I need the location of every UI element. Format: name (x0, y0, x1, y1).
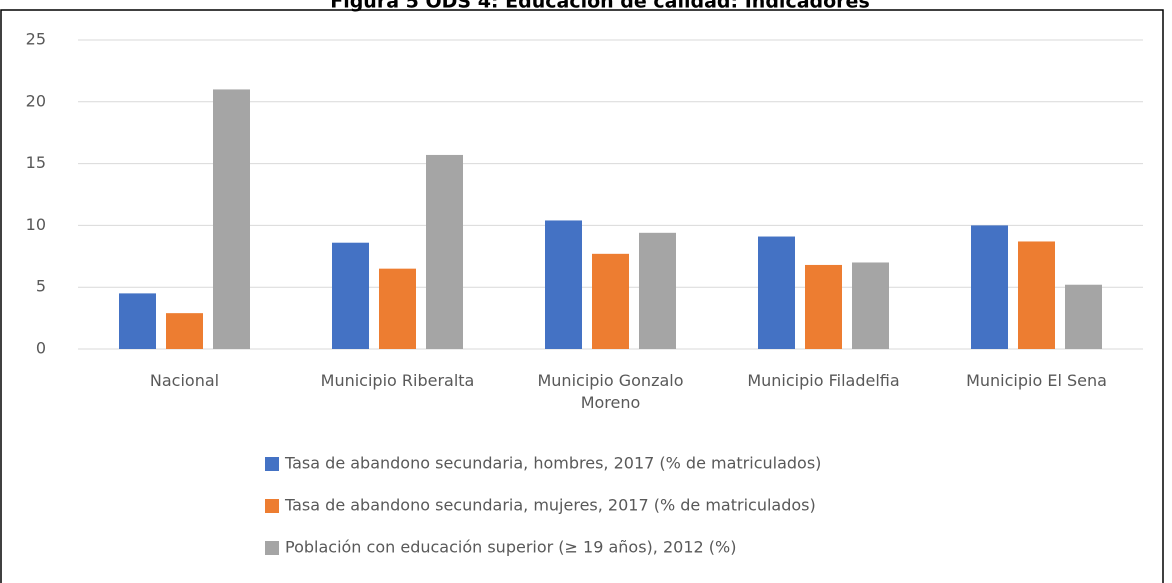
x-tick-label: Municipio Riberalta (320, 371, 475, 390)
bar (805, 264, 842, 349)
x-tick-label: Municipio Filadelfia (747, 371, 900, 390)
x-tick-label: Nacional (149, 371, 220, 390)
bar (639, 232, 676, 349)
y-tick-label: 20 (26, 91, 46, 110)
bar (758, 236, 795, 349)
legend-label: Tasa de abandono secundaria, mujeres, 20… (284, 496, 816, 515)
y-tick-label: 5 (36, 277, 46, 296)
legend-swatch (265, 457, 279, 471)
bar (592, 253, 629, 349)
legend-swatch (265, 499, 279, 513)
y-tick-label: 10 (26, 215, 46, 234)
bar (971, 225, 1008, 349)
bar (119, 293, 156, 349)
chart-title: Figura 5 ODS 4: Educación de calidad: In… (330, 0, 870, 13)
bar (852, 262, 889, 349)
bar (1018, 241, 1055, 349)
y-tick-label: 25 (26, 30, 46, 49)
bar (545, 220, 582, 349)
y-tick-label: 0 (36, 339, 46, 358)
y-tick-label: 15 (26, 153, 46, 172)
x-tick-label: Municipio El Sena (966, 371, 1107, 390)
bar (426, 154, 463, 349)
bar (213, 89, 250, 349)
legend-swatch (265, 541, 279, 555)
bar (332, 242, 369, 349)
legend-label: Población con educación superior (≥ 19 a… (285, 538, 736, 557)
bar (1065, 284, 1102, 349)
x-tick-label: Municipio Gonzalo Moreno (537, 371, 684, 412)
bar (166, 313, 203, 349)
legend-label: Tasa de abandono secundaria, hombres, 20… (284, 454, 821, 473)
chart-border (0, 9, 1164, 583)
bar (379, 268, 416, 349)
